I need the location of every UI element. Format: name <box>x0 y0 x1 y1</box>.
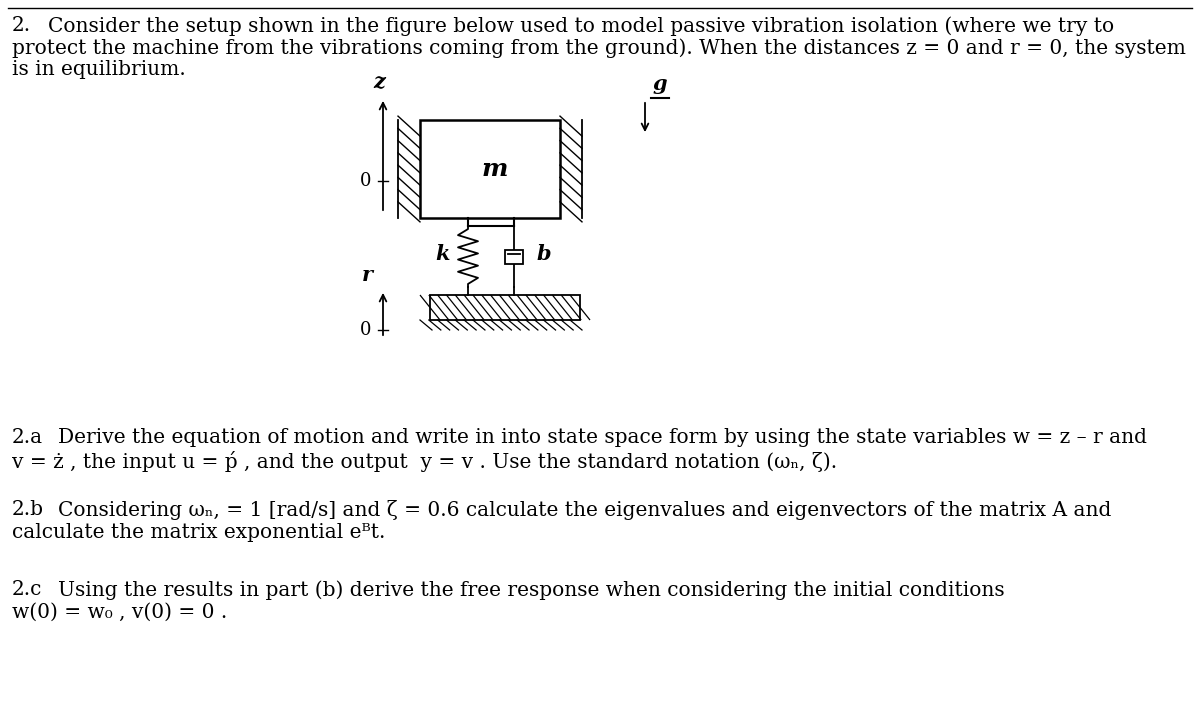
Bar <box>420 120 560 218</box>
Text: 2.: 2. <box>12 16 31 35</box>
Text: z: z <box>373 72 385 92</box>
Text: g: g <box>653 74 667 94</box>
Text: is in equilibrium.: is in equilibrium. <box>12 60 186 79</box>
Text: Considering ωₙ, = 1 [rad/s] and ζ = 0.6 calculate the eigenvalues and eigenvecto: Considering ωₙ, = 1 [rad/s] and ζ = 0.6 … <box>58 500 1111 520</box>
Text: protect the machine from the vibrations coming from the ground). When the distan: protect the machine from the vibrations … <box>12 38 1186 58</box>
Text: Consider the setup shown in the figure below used to model passive vibration iso: Consider the setup shown in the figure b… <box>48 16 1114 36</box>
Text: 0: 0 <box>360 172 371 190</box>
Text: 2.b: 2.b <box>12 500 44 519</box>
Text: b: b <box>536 244 551 264</box>
Bar <box>430 295 580 320</box>
Text: Using the results in part (b) derive the free response when considering the init: Using the results in part (b) derive the… <box>58 580 1004 600</box>
Text: 0: 0 <box>360 321 371 339</box>
Bar <box>505 249 523 263</box>
Text: 2.c: 2.c <box>12 580 42 599</box>
Text: m: m <box>481 157 509 181</box>
Text: r: r <box>362 265 373 285</box>
Text: v = ż , the input u = ṕ , and the output  y = v . Use the standard notation (ωₙ,: v = ż , the input u = ṕ , and the output… <box>12 451 838 472</box>
Text: 2.a: 2.a <box>12 428 43 447</box>
Text: calculate the matrix exponential eᴮt.: calculate the matrix exponential eᴮt. <box>12 523 385 542</box>
Text: w(0) = w₀ , v(0) = 0 .: w(0) = w₀ , v(0) = 0 . <box>12 603 227 622</box>
Text: k: k <box>436 244 450 264</box>
Text: Derive the equation of motion and write in into state space form by using the st: Derive the equation of motion and write … <box>58 428 1147 447</box>
